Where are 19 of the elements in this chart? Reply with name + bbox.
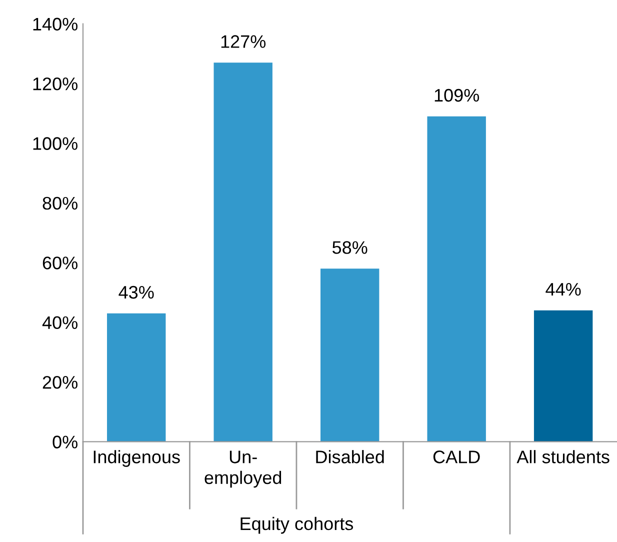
data-label: 127% [221,35,266,48]
data-label: 44% [546,283,581,296]
x-tick-label: Indigenous [94,450,180,467]
y-tick-label: 80% [42,196,78,210]
y-tick-label: 40% [42,316,78,330]
y-tick-label: 120% [33,77,78,90]
data-label: 58% [332,241,368,254]
x-tick-label: Disabled [316,450,384,464]
data-label: 43% [118,286,154,299]
y-tick-label: 60% [42,256,78,270]
x-tick-label: Un- employed [204,450,282,488]
y-tick-label: 100% [33,137,78,150]
y-tick-label: 20% [42,376,78,389]
y-tick-label: 140% [33,18,78,31]
y-tick-label: 0% [52,436,78,448]
data-label: 109% [434,88,480,102]
x-tick-label: CALD [433,450,480,464]
x-tick-label: All students [516,450,610,464]
text: Equity cohorts [240,516,354,534]
